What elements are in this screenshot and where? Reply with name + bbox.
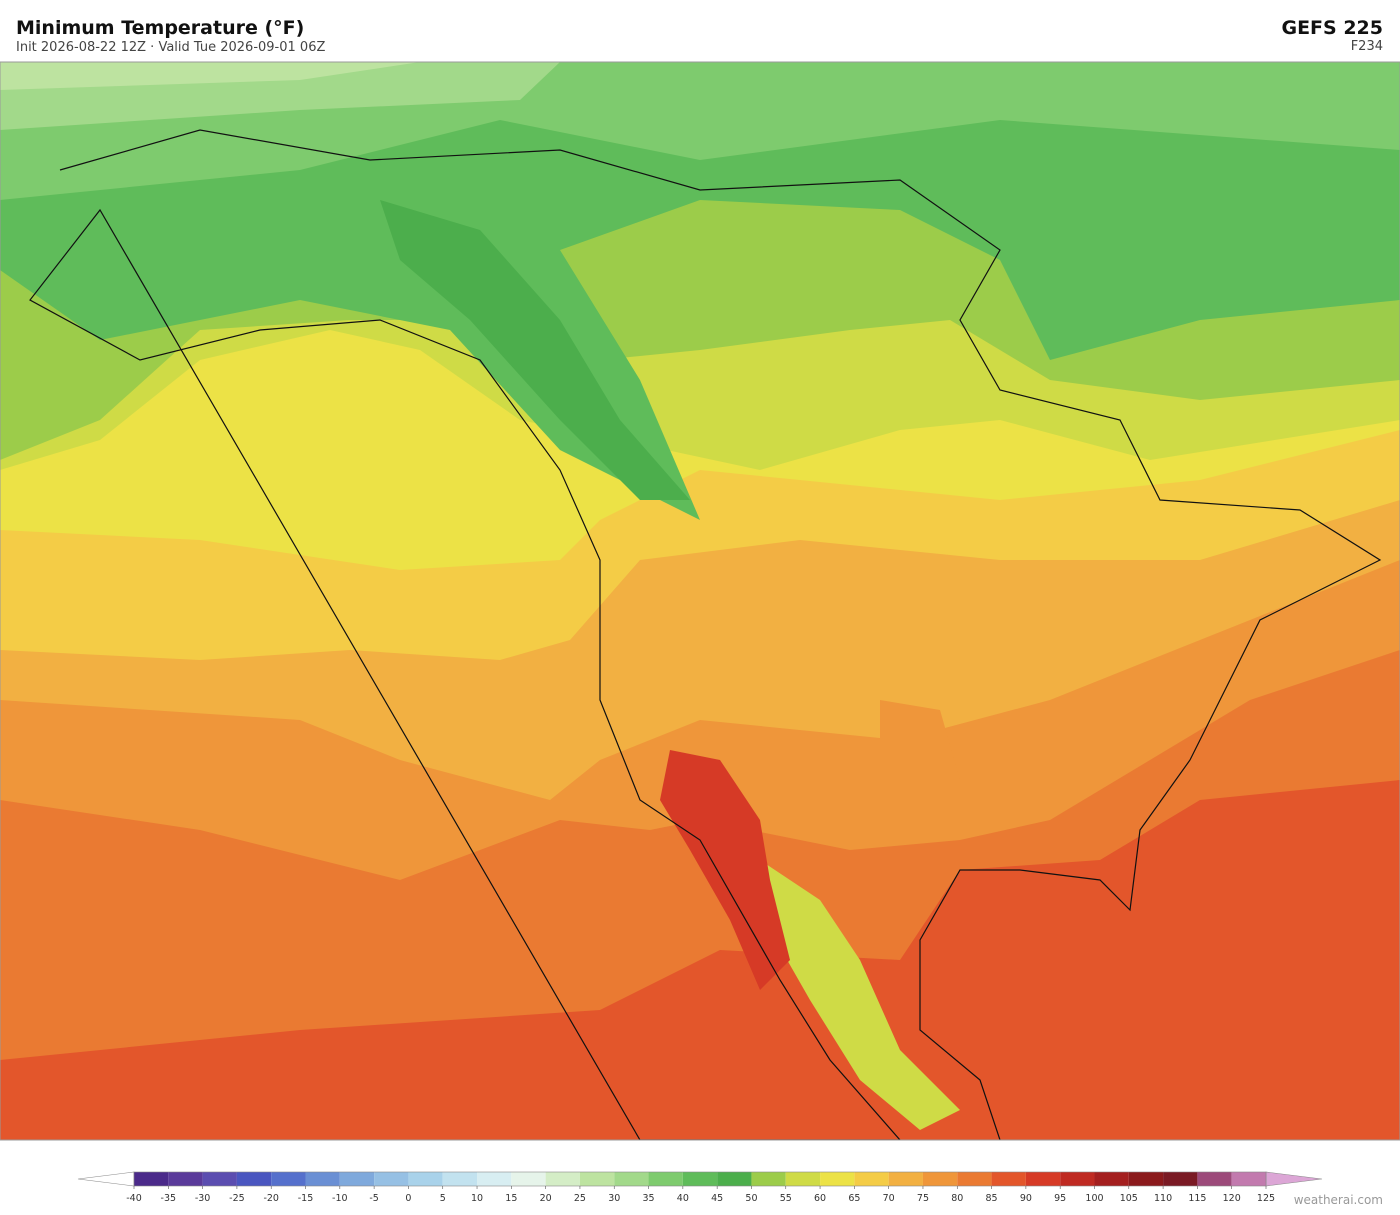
colorbar-tick-label: 45 [711, 1193, 723, 1204]
field-zone [660, 750, 790, 990]
colorbar-bin [1025, 1172, 1061, 1186]
colorbar-tick-label: 55 [780, 1193, 792, 1204]
colorbar-tick-label: 115 [1188, 1193, 1206, 1204]
field-zone [0, 62, 420, 90]
colorbar-tick-label: 10 [471, 1193, 483, 1204]
colorbar-bin [1163, 1172, 1198, 1186]
colorbar-tick-label: 50 [745, 1193, 757, 1204]
colorbar-tick-label: 60 [814, 1193, 826, 1204]
colorbar-tick-label: 40 [677, 1193, 689, 1204]
colorbar-bin [202, 1172, 237, 1186]
colorbar-tick-label: 85 [986, 1193, 998, 1204]
colorbar-bin [854, 1172, 889, 1186]
field-zone [0, 62, 1400, 520]
colorbar-tick-label: -30 [195, 1193, 211, 1204]
colorbar-tick-label: 70 [883, 1193, 895, 1204]
credit: weatherai.com [1294, 1193, 1383, 1207]
colorbar-bin [991, 1172, 1026, 1186]
colorbar-tick-label: -40 [126, 1193, 142, 1204]
colorbar-tick-label: 105 [1120, 1193, 1138, 1204]
colorbar-bin [785, 1172, 821, 1186]
colorbar-tick-label: 25 [574, 1193, 586, 1204]
colorbar: -40 -35 -30 -25 -20 -15 -10 -5 0 5 10 15 20 25 30 35 40 4… [77, 1171, 1323, 1204]
colorbar-frame [133, 1171, 1267, 1187]
colorbar-bin [682, 1172, 718, 1186]
colorbar-tick-label: -10 [332, 1193, 348, 1204]
colorbar-bin [477, 1172, 512, 1186]
colorbar-bin [1231, 1172, 1266, 1186]
colorbar-bin [579, 1172, 615, 1186]
colorbar-tick-label: 30 [608, 1193, 620, 1204]
colorbar-bin [1060, 1172, 1095, 1186]
colorbar-tick-label: 90 [1020, 1193, 1032, 1204]
colorbar-tick-label: 35 [642, 1193, 654, 1204]
colorbar-tick-label: -20 [263, 1193, 279, 1204]
map-frame [0, 61, 1400, 1141]
colorbar-over [1265, 1171, 1323, 1187]
colorbar-bin [511, 1172, 546, 1186]
colorbar-bin [305, 1172, 340, 1186]
colorbar-bin [1197, 1172, 1232, 1186]
map [0, 61, 1400, 1141]
colorbar-bin [888, 1172, 923, 1186]
colorbar-tick-label: 80 [951, 1193, 963, 1204]
colorbar-bin [1094, 1172, 1129, 1186]
colorbar-tick-label: 20 [540, 1193, 552, 1204]
map-title: Minimum Temperature (°F) [16, 17, 304, 39]
colorbar-tick-label: 65 [848, 1193, 860, 1204]
colorbar-bin [442, 1172, 478, 1186]
colorbar-tick-label: 5 [440, 1193, 446, 1204]
field-zone [880, 700, 960, 800]
colorbar-tick-label: 110 [1154, 1193, 1172, 1204]
colorbar-tick-label: 15 [505, 1193, 517, 1204]
colorbar-bin [1128, 1172, 1164, 1186]
colorbar-bin [545, 1172, 580, 1186]
colorbar-bin [614, 1172, 649, 1186]
model-name: GEFS 225 [1281, 17, 1383, 39]
colorbar-tick-label: 120 [1223, 1193, 1241, 1204]
colorbar-tick-label: 75 [917, 1193, 929, 1204]
colorbar-bin [134, 1172, 169, 1186]
field-zone [380, 200, 690, 500]
colorbar-under [77, 1171, 135, 1187]
colorbar-bin [374, 1172, 409, 1186]
colorbar-tick-label: -25 [229, 1193, 245, 1204]
colorbar-bin [957, 1172, 992, 1186]
colorbar-bin [236, 1172, 272, 1186]
colorbar-tick-label: 0 [405, 1193, 411, 1204]
field-zone [760, 860, 960, 1130]
colorbar-tick-label: -35 [161, 1193, 177, 1204]
colorbar-tick-label: 100 [1085, 1193, 1103, 1204]
colorbar-tick-label: -15 [298, 1193, 314, 1204]
colorbar-bin [339, 1172, 375, 1186]
colorbar-bin [820, 1172, 855, 1186]
colorbar-bin [751, 1172, 786, 1186]
colorbar-tick-label: -5 [369, 1193, 378, 1204]
colorbar-bin [408, 1172, 443, 1186]
colorbar-tick-label: 95 [1054, 1193, 1066, 1204]
colorbar-bin [168, 1172, 203, 1186]
colorbar-bin [271, 1172, 306, 1186]
colorbar-bin [717, 1172, 752, 1186]
colorbar-bin [922, 1172, 958, 1186]
forecast-hour: F234 [1351, 39, 1383, 54]
colorbar-bin [648, 1172, 683, 1186]
colorbar-tick-label: 125 [1257, 1193, 1275, 1204]
map-subtitle: Init 2026-08-22 12Z · Valid Tue 2026-09-… [16, 40, 325, 55]
coastline [29, 129, 1382, 1140]
